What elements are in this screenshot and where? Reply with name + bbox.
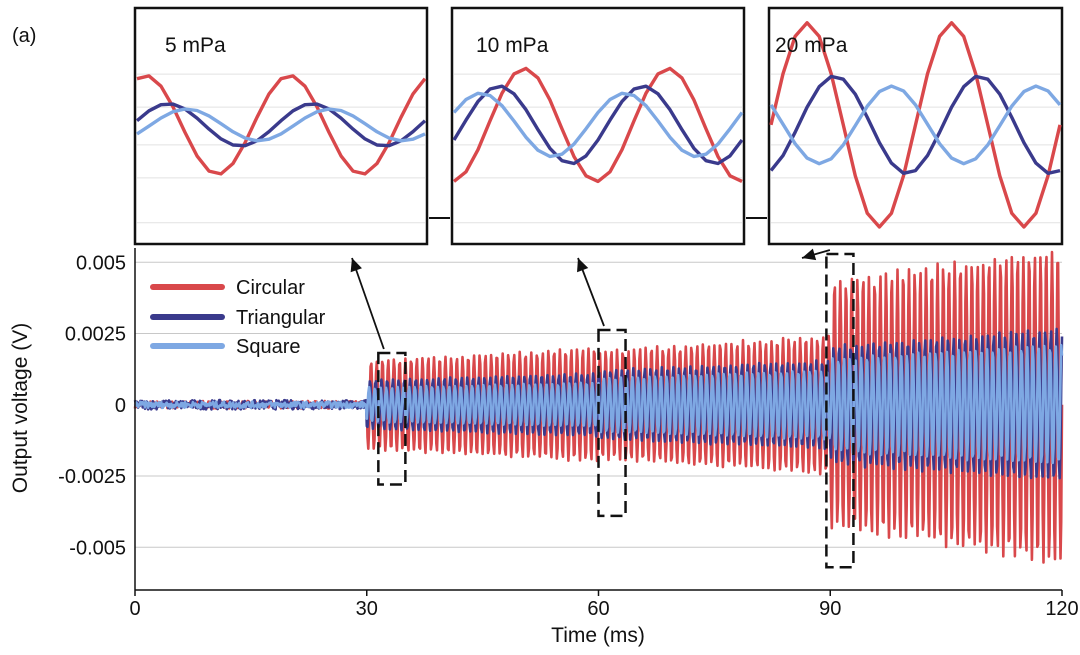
panel-label: (a) <box>12 25 36 47</box>
zoom-arrowhead <box>577 258 589 273</box>
legend-label-circular: Circular <box>236 277 305 299</box>
y-axis-title: Output voltage (V) <box>9 323 32 493</box>
zoom-window-box <box>825 252 855 569</box>
y-tick-label: 0.005 <box>76 252 126 274</box>
legend-label-square: Square <box>236 336 301 358</box>
inset-5mpa: 5 mPa <box>133 6 429 246</box>
inset-series-line-circular <box>769 21 1062 229</box>
inset-series-line-square <box>452 91 744 159</box>
x-tick-label: 60 <box>587 598 609 620</box>
y-tick-label: 0 <box>115 395 126 417</box>
zoom-arrow <box>351 257 385 350</box>
inset-series-line-square <box>769 84 1062 166</box>
inset-frame <box>450 6 746 246</box>
inset-series-line-square <box>136 107 426 143</box>
y-tick-label: 0.0025 <box>65 324 126 346</box>
y-tick-label: -0.005 <box>69 537 126 559</box>
legend-label-triangular: Triangular <box>236 307 326 329</box>
legend: Circular Triangular Square <box>150 277 326 358</box>
x-axis-title: Time (ms) <box>551 624 645 647</box>
inset-10mpa: 10 mPa <box>450 6 746 246</box>
zoom-arrowhead <box>350 258 362 273</box>
inset-20mpa: 20 mPa <box>767 6 1064 246</box>
x-tick-label: 0 <box>129 598 140 620</box>
inset-series-line-triangular <box>452 84 744 166</box>
inset-title: 10 mPa <box>476 34 549 57</box>
main-plot: 0 30 60 90 120 0.005 0.0025 0 -0.0025 -0.005 Circ… <box>9 248 1079 647</box>
zoom-window-box <box>377 351 407 486</box>
inset-title: 5 mPa <box>165 34 226 57</box>
series-line-square <box>133 343 1064 465</box>
x-tick-label: 30 <box>356 598 378 620</box>
y-tick-label: -0.0025 <box>58 466 126 488</box>
inset-series-line-circular <box>136 74 427 176</box>
inset-series-line-circular <box>452 66 743 184</box>
zoom-arrowhead <box>802 248 817 261</box>
zoom-window-box <box>597 328 627 518</box>
inset-title: 20 mPa <box>775 34 848 57</box>
x-tick-label: 90 <box>819 598 841 620</box>
x-tick-label: 120 <box>1045 598 1078 620</box>
inset-series-line-triangular <box>769 74 1061 176</box>
